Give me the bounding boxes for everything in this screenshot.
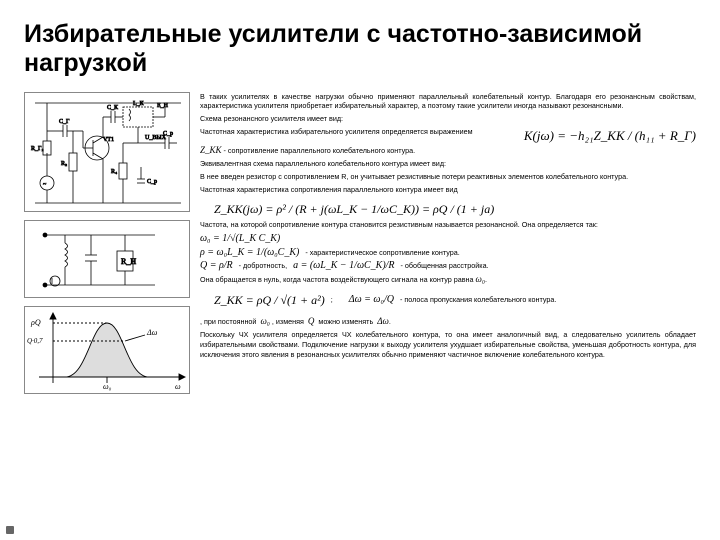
svg-text:R_Н: R_Н: [121, 257, 136, 266]
slide-marker-icon: [6, 526, 14, 534]
formula-zkk1: Z_КК(jω) = ρ² / (R + j(ωL_К − 1/ωC_К)) =…: [214, 201, 494, 217]
para-14: , при постоянной: [200, 317, 256, 326]
para-7: Частотная характеристика сопротивления п…: [200, 185, 696, 195]
para-2: Схема резонансного усилителя имеет вид:: [200, 114, 696, 124]
x-label: ω: [175, 382, 181, 391]
para-8: Частота, на которой сопротивление контур…: [200, 220, 696, 230]
para-13: - полоса пропускания колебательного конт…: [400, 295, 556, 305]
svg-text:C_Г: C_Г: [59, 119, 70, 125]
schematic-amplifier: ~ R_Г₂ C_Г R₂: [24, 92, 190, 212]
formula-dw-sym: Δω: [377, 316, 389, 326]
para-3: Частотная характеристика избирательного …: [200, 127, 473, 136]
svg-text:VT1: VT1: [103, 137, 114, 143]
svg-text:R₄: R₄: [111, 169, 117, 175]
formula-k: K(jω) = −h₂₁Z_КК / (h₁₁ + R_Г): [524, 127, 696, 145]
svg-text:C_р: C_р: [163, 131, 173, 137]
formula-q: Q = ρ/R: [200, 259, 233, 273]
para-12: Она обращается в нуль, когда частота воз…: [200, 275, 474, 284]
formula-zkk-label: Z_КК: [200, 145, 221, 155]
formula-rho: ρ = ω₀L_К = 1/(ω₀C_К): [200, 246, 299, 260]
content-row: ~ R_Г₂ C_Г R₂: [24, 92, 696, 394]
svg-text:C_р: C_р: [147, 179, 157, 185]
svg-text:L_К: L_К: [133, 101, 145, 107]
svg-text:E_Н: E_Н: [157, 103, 169, 109]
formula-w0-sym-2: ω₀: [260, 316, 269, 326]
svg-text:C_К: C_К: [107, 105, 119, 111]
para-16: можно изменять: [318, 317, 373, 326]
formula-zkk2: Z_КК = ρQ / √(1 + a²): [214, 292, 325, 308]
dw-label: Δω: [146, 328, 158, 337]
resonance-curve: ρQ Q·0,7 Δω ω ω₀: [24, 306, 190, 394]
para-5: Эквивалентная схема параллельного колеба…: [200, 159, 696, 169]
half-label: Q·0,7: [27, 337, 43, 345]
para-11: - обобщенная расстройка.: [401, 261, 489, 271]
para-10: - добротность,: [239, 261, 287, 271]
svg-text:R₂: R₂: [61, 161, 67, 167]
para-4: - сопротивление параллельного колебатель…: [223, 146, 415, 155]
para-15: , изменяя: [272, 317, 304, 326]
svg-text:R_Г₂: R_Г₂: [31, 146, 44, 152]
formula-omega0: ω₀ = 1/√(L_К C_К): [200, 232, 280, 246]
para-1: В таких усилителях в качестве нагрузки о…: [200, 92, 696, 111]
page-title: Избирательные усилители с частотно-завис…: [24, 20, 696, 78]
formula-dw: Δω = ω₀/Q: [349, 293, 394, 307]
para-17: Поскольку ЧХ усилителя определяется ЧХ к…: [200, 330, 696, 359]
w0-label: ω₀: [103, 382, 112, 391]
para-6: В нее введен резистор с сопротивлением R…: [200, 172, 696, 182]
formula-q-sym: Q: [308, 316, 315, 326]
figures-column: ~ R_Г₂ C_Г R₂: [24, 92, 190, 394]
body-text: В таких усилителях в качестве нагрузки о…: [200, 92, 696, 394]
svg-text:~: ~: [43, 182, 47, 188]
para-9: - характеристическое сопротивление конту…: [305, 248, 459, 258]
y-label: ρQ: [30, 318, 41, 327]
schematic-equivalent: R_Н: [24, 220, 190, 298]
formula-a: a = (ωL_К − 1/ωC_К)/R: [293, 259, 394, 273]
formula-w0-sym: ω₀: [476, 274, 485, 284]
